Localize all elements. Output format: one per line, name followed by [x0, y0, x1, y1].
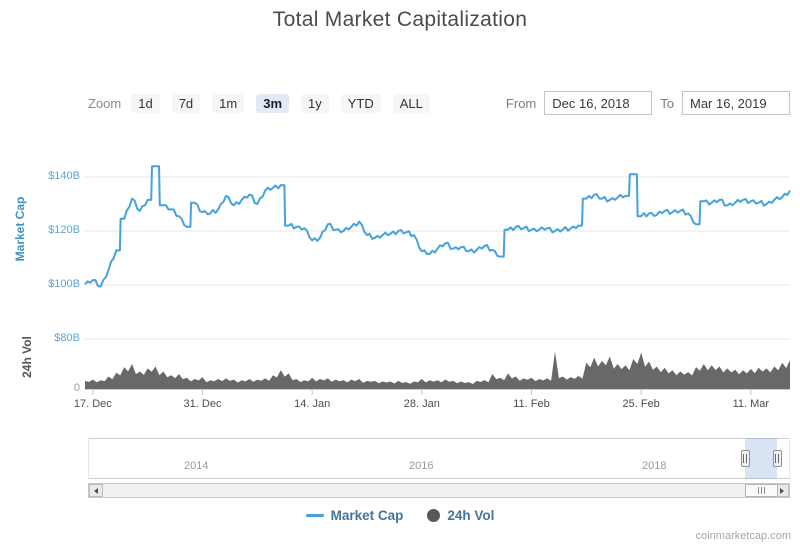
zoom-button-1m[interactable]: 1m — [212, 93, 245, 113]
attribution: coinmarketcap.com — [695, 530, 791, 542]
left-arrow-icon — [94, 487, 98, 494]
zoom-button-1d[interactable]: 1d — [131, 93, 160, 113]
navigator-selection[interactable] — [745, 438, 777, 479]
horizontal-scrollbar[interactable] — [88, 483, 790, 498]
x-axis-label: 17. Dec — [73, 398, 112, 410]
zoom-button-3m[interactable]: 3m — [256, 93, 290, 113]
toolbar: Zoom 1d 7d 1m 3m 1y YTD ALL From To — [88, 91, 790, 115]
circle-marker-icon — [427, 509, 441, 522]
from-date-input[interactable] — [544, 91, 653, 115]
zoom-button-all[interactable]: ALL — [392, 93, 430, 113]
navigator-year-label: 2014 — [184, 460, 209, 472]
scrollbar-thumb[interactable] — [745, 484, 778, 497]
x-axis-label: 28. Jan — [403, 398, 440, 410]
chart-title: Total Market Capitalization — [272, 8, 528, 31]
legend: Market Cap 24h Vol — [0, 508, 800, 523]
y-axis-label: $120B — [48, 224, 80, 236]
zoom-label: Zoom — [88, 95, 122, 111]
x-axis-label: 25. Feb — [622, 398, 660, 410]
zoom-button-7d[interactable]: 7d — [171, 93, 201, 113]
x-axis-label: 11. Mar — [732, 398, 770, 410]
volume-area — [85, 351, 790, 389]
y-axis-label: $100B — [48, 278, 80, 290]
right-arrow-icon — [780, 487, 784, 494]
zoom-button-1y[interactable]: 1y — [301, 93, 329, 113]
line-marker-icon — [305, 514, 324, 517]
volume-zero-label: 0 — [73, 382, 80, 394]
navigator[interactable] — [88, 438, 790, 479]
y-axis-label: $140B — [48, 170, 80, 182]
y-axis-label: $80B — [54, 332, 80, 344]
x-axis-label: 11. Feb — [513, 398, 550, 410]
x-axis-label: 31. Dec — [183, 398, 222, 410]
navigator-left-handle[interactable] — [740, 450, 750, 467]
volume-axis-title: 24h Vol — [20, 336, 34, 378]
scroll-left-button[interactable] — [89, 484, 103, 497]
navigator-year-label: 2018 — [642, 460, 667, 472]
market-cap-line — [84, 165, 791, 288]
legend-item-24h-vol[interactable]: 24h Vol — [427, 508, 494, 523]
legend-label: Market Cap — [330, 508, 404, 523]
to-label: To — [660, 95, 674, 111]
market-cap-axis-title: Market Cap — [13, 196, 27, 262]
to-date-input[interactable] — [682, 91, 790, 115]
date-range-controls: From To — [498, 91, 790, 115]
from-label: From — [505, 95, 537, 111]
zoom-buttons: 1d 7d 1m 3m 1y YTD ALL — [131, 93, 442, 113]
navigator-year-label: 2016 — [409, 460, 434, 472]
legend-item-market-cap[interactable]: Market Cap — [305, 508, 404, 523]
zoom-button-ytd[interactable]: YTD — [340, 93, 381, 113]
legend-label: 24h Vol — [447, 508, 495, 523]
navigator-right-handle[interactable] — [772, 450, 782, 467]
x-axis-label: 14. Jan — [294, 398, 331, 410]
